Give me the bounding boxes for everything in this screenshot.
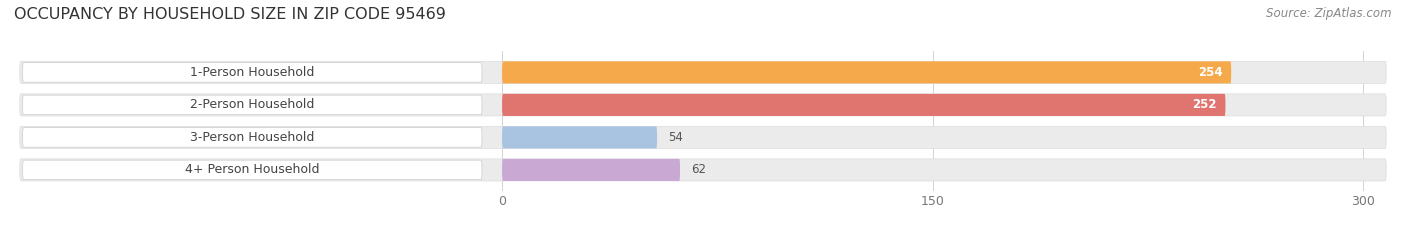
FancyBboxPatch shape xyxy=(502,94,1226,116)
Text: 4+ Person Household: 4+ Person Household xyxy=(186,163,319,176)
FancyBboxPatch shape xyxy=(22,63,482,82)
FancyBboxPatch shape xyxy=(502,61,1232,83)
Text: OCCUPANCY BY HOUSEHOLD SIZE IN ZIP CODE 95469: OCCUPANCY BY HOUSEHOLD SIZE IN ZIP CODE … xyxy=(14,7,446,22)
FancyBboxPatch shape xyxy=(22,95,482,115)
FancyBboxPatch shape xyxy=(20,94,1386,116)
Text: 1-Person Household: 1-Person Household xyxy=(190,66,315,79)
FancyBboxPatch shape xyxy=(20,159,1386,181)
Text: 54: 54 xyxy=(669,131,683,144)
FancyBboxPatch shape xyxy=(502,126,657,148)
FancyBboxPatch shape xyxy=(22,160,482,180)
Text: Source: ZipAtlas.com: Source: ZipAtlas.com xyxy=(1267,7,1392,20)
FancyBboxPatch shape xyxy=(502,159,681,181)
Text: 252: 252 xyxy=(1192,98,1216,111)
FancyBboxPatch shape xyxy=(22,128,482,147)
Text: 3-Person Household: 3-Person Household xyxy=(190,131,315,144)
FancyBboxPatch shape xyxy=(20,61,1386,83)
Text: 62: 62 xyxy=(692,163,707,176)
FancyBboxPatch shape xyxy=(20,126,1386,148)
Text: 2-Person Household: 2-Person Household xyxy=(190,98,315,111)
Text: 254: 254 xyxy=(1198,66,1223,79)
